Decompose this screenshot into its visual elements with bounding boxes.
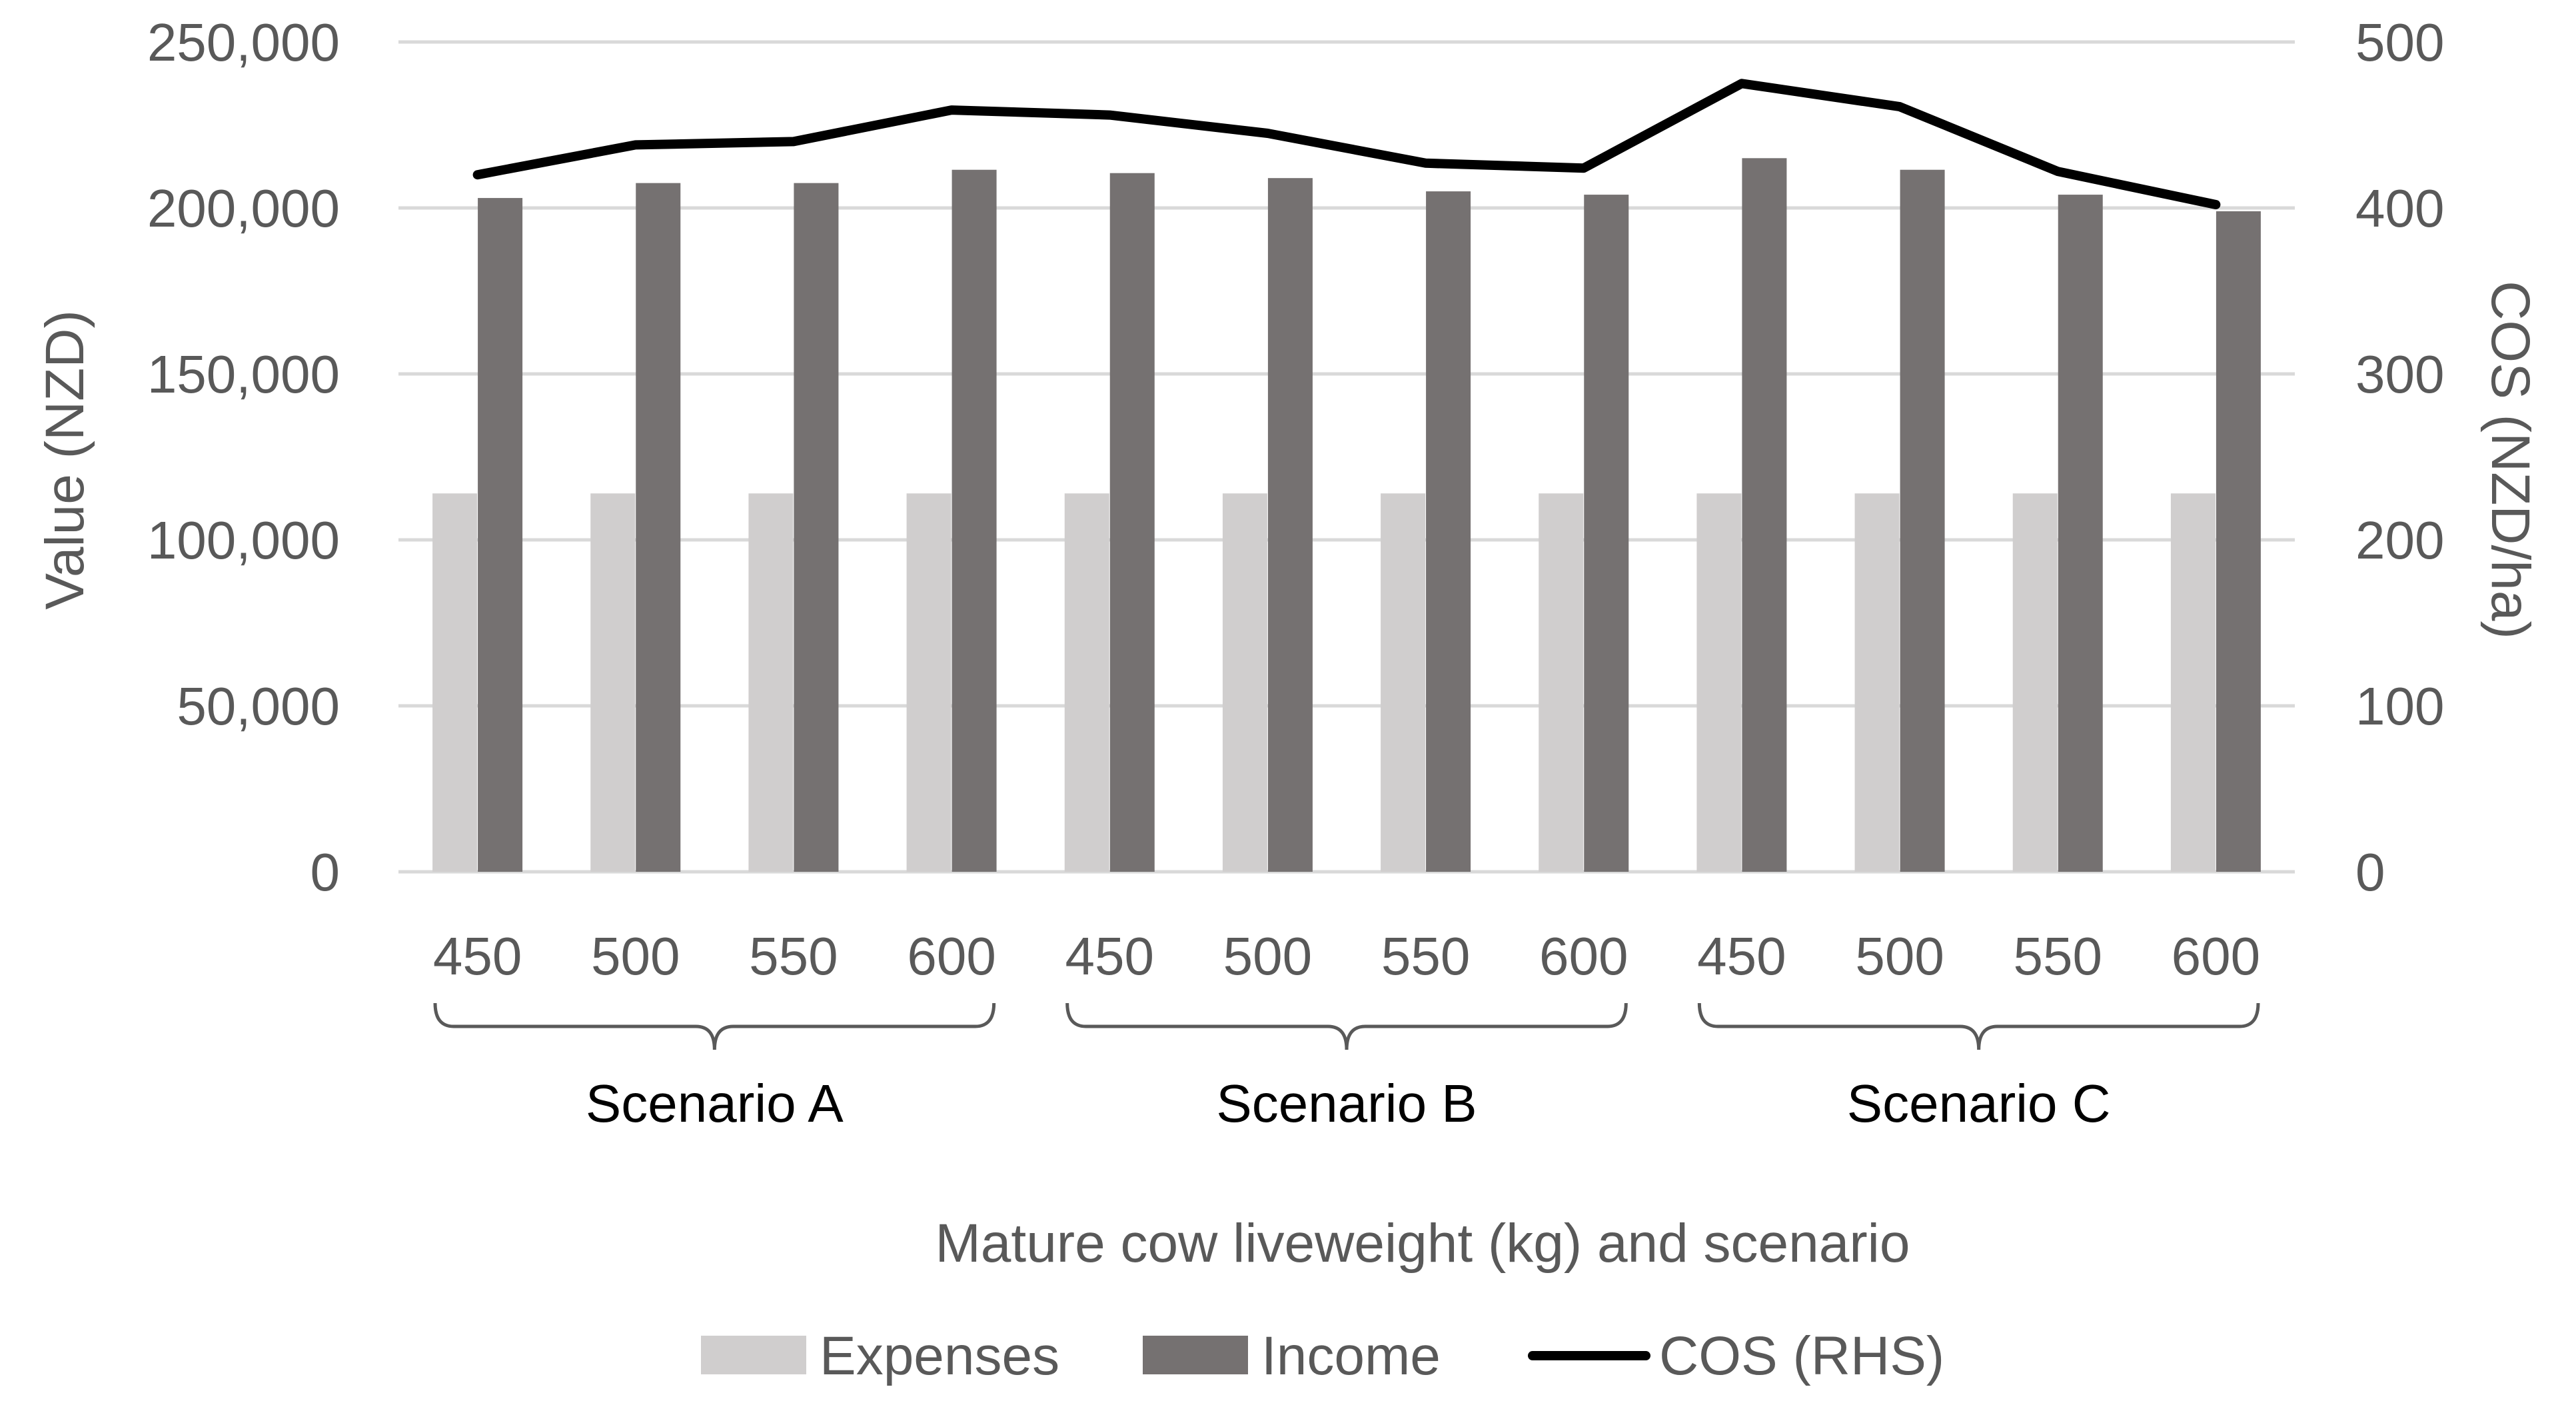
expenses-bar: [1222, 493, 1267, 872]
expenses-bar: [906, 493, 952, 872]
y-tick-label: 200,000: [147, 179, 340, 238]
x-tick-label: 500: [1223, 926, 1312, 986]
y2-tick-label: 500: [2355, 13, 2444, 72]
legend-label-expenses: Expenses: [820, 1326, 1059, 1386]
income-bar: [2216, 211, 2261, 872]
x-axis: 450 500 550 600 450 500 550 600 450 500 550 600: [433, 926, 2260, 986]
legend-label-cos-rhs: COS (RHS): [1659, 1326, 1944, 1386]
scenario-groups: Scenario A Scenario B Scenario C: [433, 1002, 2260, 1133]
income-bar: [1109, 173, 1155, 872]
y2-tick-label: 300: [2355, 345, 2444, 404]
x-tick-label: 500: [591, 926, 680, 986]
gridlines: [398, 40, 2295, 874]
y2-axis-title: COS (NZD/ha): [2480, 281, 2541, 639]
x-tick-label: 500: [1855, 926, 1944, 986]
x-tick-label: 600: [907, 926, 995, 986]
income-bar: [1742, 158, 1787, 872]
x-tick-label: 450: [433, 926, 522, 986]
y-tick-label: 50,000: [177, 677, 340, 736]
expenses-bar: [1854, 493, 1900, 872]
expenses-bar: [1696, 493, 1742, 872]
y-axis-title: Value (NZD): [35, 310, 95, 610]
income-bar: [636, 183, 681, 872]
expenses-bar: [2012, 493, 2058, 872]
scenario-bracket: [1697, 1002, 2260, 1050]
x-tick-label: 450: [1065, 926, 1154, 986]
legend-swatch-expenses: [701, 1336, 806, 1374]
income-bar: [1584, 195, 1629, 872]
y-tick-label: 100,000: [147, 511, 340, 570]
x-tick-label: 550: [2014, 926, 2102, 986]
income-bar: [2058, 195, 2103, 872]
y-tick-label: 150,000: [147, 345, 340, 404]
legend: Expenses Income COS (RHS): [701, 1326, 1944, 1386]
expenses-bar: [2170, 493, 2216, 872]
expenses-bar: [590, 493, 636, 872]
scenario-bracket: [433, 1002, 996, 1050]
scenario-label: Scenario A: [586, 1074, 844, 1133]
bars: [432, 158, 2261, 872]
x-tick-label: 450: [1697, 926, 1786, 986]
y-tick-label: 0: [311, 842, 340, 902]
x-tick-label: 600: [2172, 926, 2260, 986]
legend-label-income: Income: [1261, 1326, 1441, 1386]
cos-line: [472, 79, 2221, 209]
income-bar: [1267, 178, 1313, 872]
cos-line-layer: [472, 79, 2221, 209]
scenario-label: Scenario B: [1216, 1074, 1477, 1133]
income-bar: [952, 169, 997, 872]
left-axis: 0 50,000 100,000 150,000 200,000 250,000: [147, 13, 340, 902]
scenario-bracket: [1065, 1002, 1628, 1050]
income-bar: [478, 198, 523, 872]
x-tick-label: 550: [749, 926, 838, 986]
expenses-bar: [432, 493, 478, 872]
legend-swatch-income: [1143, 1336, 1248, 1374]
y-tick-label: 250,000: [147, 13, 340, 72]
y2-tick-label: 100: [2355, 677, 2444, 736]
x-tick-label: 550: [1381, 926, 1470, 986]
expenses-bar: [1539, 493, 1584, 872]
scenario-label: Scenario C: [1847, 1074, 2111, 1133]
expenses-bar: [1064, 493, 1109, 872]
income-bar: [1900, 169, 1945, 872]
right-axis: 0 100 200 300 400 500: [2355, 13, 2444, 902]
income-bar: [794, 183, 839, 872]
y2-tick-label: 200: [2355, 511, 2444, 570]
expenses-bar: [1381, 493, 1426, 872]
expenses-bar: [748, 493, 794, 872]
x-tick-label: 600: [1539, 926, 1628, 986]
x-axis-title: Mature cow liveweight (kg) and scenario: [936, 1213, 1910, 1274]
y2-tick-label: 0: [2355, 842, 2385, 902]
y2-tick-label: 400: [2355, 179, 2444, 238]
income-bar: [1426, 191, 1471, 872]
